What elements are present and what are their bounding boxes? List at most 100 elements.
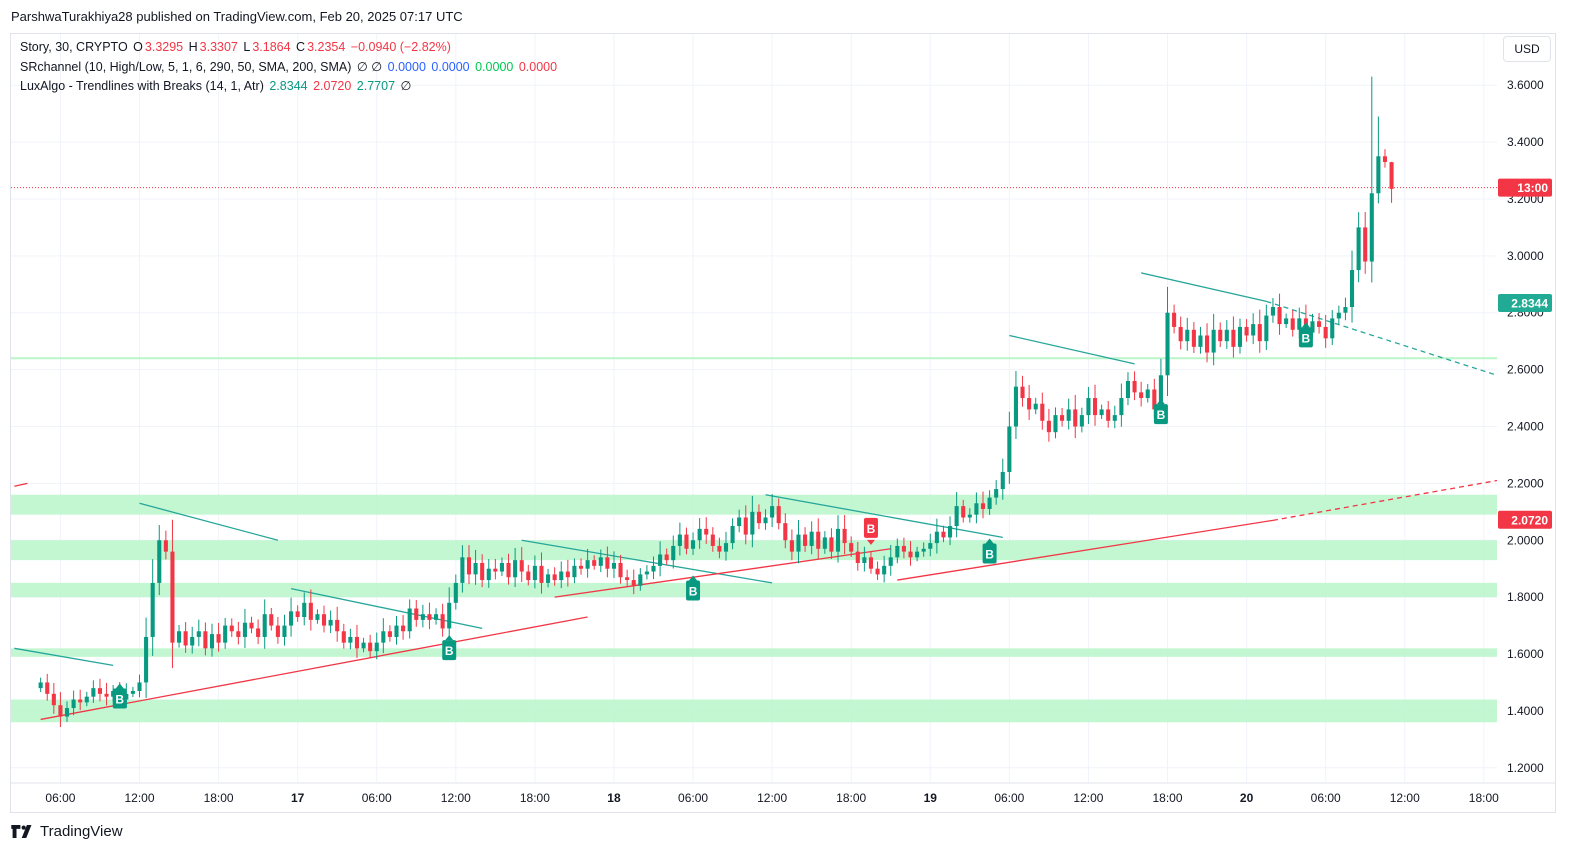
candle-body — [901, 545, 906, 552]
candle-body — [51, 693, 56, 706]
candle-body — [756, 511, 761, 524]
lower-trend-tag: 2.0720 — [1498, 510, 1552, 529]
tradingview-logo[interactable]: TradingView — [11, 823, 123, 840]
candle-body — [539, 565, 544, 583]
sr-zone — [11, 494, 1497, 515]
candle-body — [130, 690, 135, 694]
trendline-down — [14, 647, 114, 667]
candle-body — [196, 631, 201, 637]
candle-body — [974, 503, 979, 515]
candle-body — [407, 608, 412, 632]
legend-symbol[interactable]: Story, 30, CRYPTO — [20, 40, 128, 54]
candle-body — [1040, 403, 1045, 421]
candle-body — [1244, 326, 1249, 336]
candle-body — [513, 560, 518, 578]
candle-body — [1264, 315, 1269, 342]
candle-body — [473, 563, 478, 575]
candle-body — [1099, 409, 1104, 416]
candle-body — [651, 565, 656, 572]
legend-main: Story, 30, CRYPTO O 3.3295 H 3.3307 L 3.186… — [20, 40, 453, 54]
candle-body — [1007, 426, 1012, 472]
candle-body — [1172, 312, 1177, 327]
candle-body — [631, 580, 636, 586]
candle-body — [137, 682, 142, 691]
lower-trend-tag-text: 2.0720 — [1511, 513, 1548, 527]
brand-name: TradingView — [40, 823, 123, 840]
break-label-text: B — [1302, 331, 1311, 345]
candle-body — [308, 602, 313, 620]
candle-body — [394, 625, 399, 637]
time-axis[interactable]: 06:00 12:00 18:00 17 06:00 12:00 18:00 18 06:00 1… — [11, 782, 1555, 805]
candle-body — [822, 537, 827, 549]
legend-luxalgo[interactable]: LuxAlgo - Trendlines with Breaks (14, 1,… — [20, 78, 413, 93]
candle-body — [565, 571, 570, 578]
candle-body — [664, 554, 669, 561]
candle-body — [750, 511, 755, 535]
break-label-box — [863, 517, 878, 538]
candle-body — [559, 571, 564, 581]
candle-body — [1060, 415, 1065, 421]
legend-low-label: L — [243, 40, 251, 54]
candle-body — [671, 545, 676, 561]
luxalgo-value-1: 2.8344 — [269, 79, 308, 93]
candle-body — [289, 611, 294, 626]
candle-body — [157, 540, 162, 583]
candle-body — [546, 574, 551, 583]
current-price-tag-text: 13:00 — [1517, 181, 1548, 195]
candle-body — [282, 625, 287, 637]
candle-body — [625, 577, 630, 581]
legend-high-value: 3.3307 — [199, 40, 238, 54]
grid-lines — [11, 34, 1497, 782]
candle-body — [816, 531, 821, 549]
legend-srchannel[interactable]: SRchannel (10, High/Low, 5, 1, 6, 290, 5… — [20, 59, 559, 74]
time-tick-label: 18 — [607, 791, 621, 805]
currency-button[interactable]: USD — [1503, 36, 1551, 62]
break-label: B — [686, 575, 701, 601]
time-tick-label: 18:00 — [1469, 791, 1499, 805]
trendline-down-extension — [1266, 300, 1498, 376]
break-label: B — [442, 635, 457, 661]
candle-body — [770, 506, 775, 518]
candle-body — [1185, 329, 1190, 342]
price-axis[interactable]: 1.2000 1.4000 1.6000 1.8000 2.0000 2.2000 2.40… — [1497, 34, 1544, 812]
luxalgo-value-3: 2.7707 — [356, 79, 396, 93]
upper-trend-tag-bg — [1498, 293, 1552, 312]
legend-close-label: C — [296, 40, 306, 54]
break-label-pointer — [866, 539, 875, 545]
candle-body — [1369, 193, 1374, 262]
current-price-tag-bg — [1498, 178, 1552, 197]
break-label-box — [982, 543, 997, 564]
price-tick-label: 2.0000 — [1507, 533, 1544, 547]
candle-body — [1027, 398, 1032, 410]
candle-body — [789, 540, 794, 552]
time-tick-label: 06:00 — [994, 791, 1024, 805]
candle-body — [203, 631, 208, 649]
candle-body — [387, 631, 392, 637]
publisher-line: ParshwaTurakhiya28 published on TradingV… — [11, 9, 463, 24]
time-tick-label: 18:00 — [1152, 791, 1182, 805]
candle-body — [572, 565, 577, 578]
candle-body — [737, 517, 742, 527]
sr-zone — [11, 699, 1497, 723]
candle-body — [915, 551, 920, 558]
candle-body — [928, 543, 933, 549]
candle-body — [361, 642, 366, 649]
candle-body — [256, 628, 261, 637]
time-tick-label: 18:00 — [520, 791, 550, 805]
trendline-down — [139, 502, 279, 541]
candle-body — [1132, 380, 1137, 393]
time-tick-label: 06:00 — [362, 791, 392, 805]
legend-close-value: 3.2354 — [307, 40, 346, 54]
trendline-down — [1009, 334, 1135, 365]
time-tick-label: 12:00 — [1390, 791, 1420, 805]
candle-body — [414, 608, 419, 620]
candle-body — [1231, 329, 1236, 347]
candle-body — [84, 696, 89, 703]
lower-trend-tag-bg — [1498, 510, 1552, 529]
time-tick-label: 06:00 — [678, 791, 708, 805]
candle-body — [38, 682, 43, 689]
sr-zone — [11, 648, 1497, 657]
candle-body — [335, 619, 340, 632]
candle-body — [249, 622, 254, 629]
